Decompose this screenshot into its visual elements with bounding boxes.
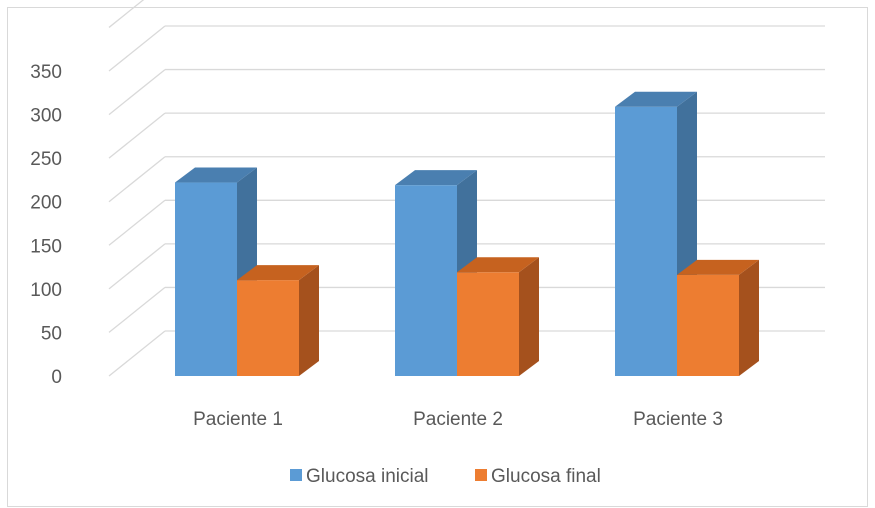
gridline-diagonal	[108, 112, 166, 159]
legend-swatch	[290, 469, 302, 481]
y-tick-label: 200	[30, 193, 62, 214]
legend-swatch	[475, 469, 487, 481]
bar-front-face	[237, 280, 299, 376]
bar-front-face	[615, 106, 677, 376]
legend: Glucosa inicial Glucosa final	[290, 466, 601, 487]
y-tick-label: 350	[30, 62, 62, 83]
bar-front-face	[395, 185, 457, 376]
gridline-diagonal	[108, 0, 145, 28]
bars	[175, 91, 759, 376]
bar-side-face	[519, 257, 539, 376]
bar-top-face	[237, 265, 319, 281]
y-tick-label: 100	[30, 280, 62, 301]
bar-top-face	[175, 167, 257, 183]
bar-top-face	[677, 259, 759, 275]
gridline-diagonal	[108, 330, 166, 377]
legend-label: Glucosa final	[491, 466, 601, 487]
y-axis-ticks: 0 50 100 150 200 250 300 350	[30, 62, 62, 388]
bar-front-face	[457, 272, 519, 376]
bar	[237, 265, 319, 376]
y-tick-label: 0	[51, 367, 62, 388]
gridline-diagonal	[108, 25, 166, 72]
legend-entry: Glucosa inicial	[290, 466, 429, 487]
gridline-diagonal	[108, 156, 166, 203]
y-tick-label: 50	[41, 323, 62, 344]
gridline-diagonal	[108, 69, 166, 116]
gridline-diagonal	[108, 199, 166, 246]
gridline-diagonal	[108, 243, 166, 290]
gridline-diagonal	[108, 286, 166, 333]
bar-top-face	[615, 91, 697, 107]
x-axis-categories: Paciente 1 Paciente 2 Paciente 3	[193, 409, 723, 430]
bar-front-face	[677, 274, 739, 376]
bar	[457, 257, 539, 376]
y-tick-label: 250	[30, 149, 62, 170]
category-label: Paciente 2	[413, 409, 503, 430]
bar-front-face	[175, 182, 237, 376]
y-tick-label: 300	[30, 106, 62, 127]
bar-side-face	[299, 265, 319, 376]
bar	[175, 167, 257, 376]
legend-entry: Glucosa final	[475, 466, 601, 487]
legend-label: Glucosa inicial	[306, 466, 429, 487]
bar-top-face	[457, 257, 539, 273]
bar-side-face	[739, 259, 759, 376]
category-label: Paciente 3	[633, 409, 723, 430]
y-tick-label: 150	[30, 236, 62, 257]
category-label: Paciente 1	[193, 409, 283, 430]
bar-top-face	[395, 170, 477, 186]
bar	[677, 259, 759, 376]
